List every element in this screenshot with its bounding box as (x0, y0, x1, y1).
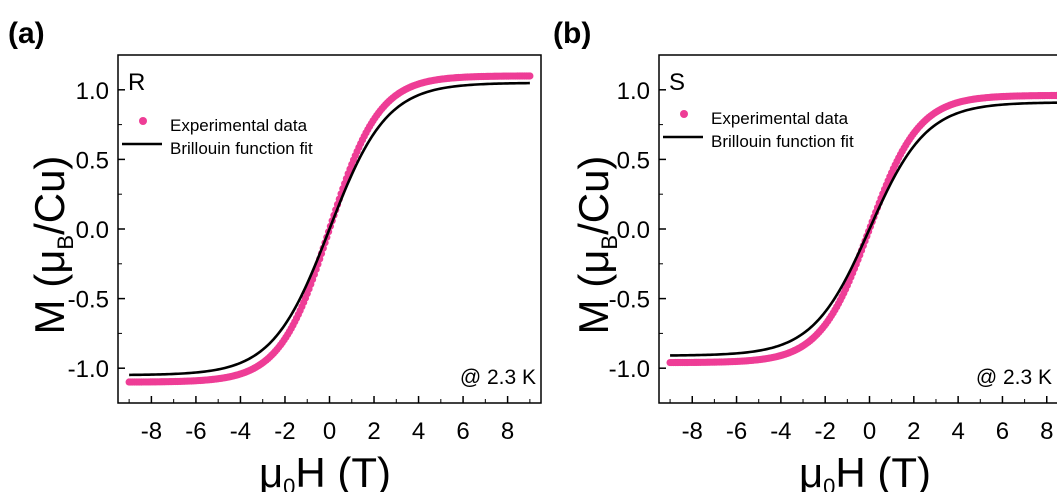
panel-a-legend-points-label: Experimental data (170, 116, 308, 135)
panel-a-x-axis-title: μ0H (T) (259, 449, 391, 492)
panel-a-y-axis-title: M (μB/Cu) (26, 156, 78, 335)
panel-a-experimental-series (125, 72, 534, 386)
panel-a-x-tick-label: -4 (230, 418, 251, 445)
panel-a-x-tick-label: -6 (185, 418, 206, 445)
panel-a-data-point (526, 72, 534, 80)
panel-b-ylabel-prefix: M (μ (570, 250, 617, 335)
panel-a-x-tick-label: 2 (367, 418, 380, 445)
panel-a-x-tick-label: 0 (323, 418, 336, 445)
panel-b: (b) M (μB/Cu) μ0H (T) S Experimental dat… (553, 17, 1057, 492)
panel-b-x-axis-title: μ0H (T) (799, 449, 931, 492)
panel-b-y-tick-label: -0.5 (609, 287, 650, 314)
panel-b-x-tick-label: 4 (951, 418, 964, 445)
panel-a-y-tick-label: -1.0 (68, 356, 109, 383)
panel-a-y-tick-label: 0.0 (76, 217, 109, 244)
panel-b-x-tick-label: 2 (907, 418, 920, 445)
panel-a-ylabel-sub: B (53, 235, 78, 250)
panel-a-x-tick-label: 6 (456, 418, 469, 445)
panel-b-sample-label: S (669, 69, 685, 96)
panel-b-x-tick-label: 0 (863, 418, 876, 445)
panel-b-ylabel-sub: B (597, 235, 622, 250)
panel-b-x-tick-label: -8 (682, 418, 703, 445)
panel-b-data-point (1054, 92, 1057, 99)
panel-b-legend-points-label: Experimental data (711, 109, 849, 128)
panel-b-x-tick-label: 8 (1040, 418, 1053, 445)
panel-b-y-tick-label: 1.0 (617, 78, 650, 105)
panel-b-y-tick-label: 0.0 (617, 217, 650, 244)
panel-a-x-tick-label: 8 (501, 418, 514, 445)
panel-b-y-tick-label: -1.0 (609, 356, 650, 383)
panel-a-y-tick-label: 1.0 (76, 78, 109, 105)
panel-a-y-tick-label: 0.5 (76, 147, 109, 174)
panel-b-y-axis-title: M (μB/Cu) (570, 156, 622, 335)
panel-a-legend-point-marker (139, 117, 147, 125)
panel-a-x-tick-label: -2 (274, 418, 295, 445)
panel-b-x-tick-label: -6 (726, 418, 747, 445)
panel-a-temperature-annotation: @ 2.3 K (460, 366, 536, 389)
panel-a-fit-line (129, 81, 530, 377)
panel-b-temperature-annotation: @ 2.3 K (976, 366, 1052, 389)
panel-b-experimental-series (666, 91, 1057, 367)
svg-text:M (μB/Cu): M (μB/Cu) (570, 156, 622, 335)
panel-b-plot-frame (658, 54, 1057, 404)
panel-b-legend-point-marker (680, 110, 688, 118)
panel-b-x-tick-label: -4 (770, 418, 791, 445)
panel-b-ylabel-suffix: /Cu) (570, 156, 617, 235)
panel-a-y-tick-label: -0.5 (68, 287, 109, 314)
panel-b-label: (b) (553, 17, 591, 50)
panel-a-legend-line-label: Brillouin function fit (170, 139, 313, 158)
svg-text:M (μB/Cu): M (μB/Cu) (26, 156, 78, 335)
panel-b-x-tick-label: -2 (815, 418, 836, 445)
panel-b-fit-line (670, 101, 1057, 357)
panel-a-sample-label: R (128, 69, 145, 96)
panel-a-ylabel-prefix: M (μ (26, 250, 73, 335)
panel-a-x-tick-label: 4 (412, 418, 425, 445)
panel-a: (a) M (μB/Cu) μ0H (T) R Experimental dat… (8, 17, 542, 492)
panel-b-legend-line-label: Brillouin function fit (711, 132, 854, 151)
panel-a-x-tick-label: -8 (141, 418, 162, 445)
panel-a-label: (a) (8, 17, 45, 50)
panel-b-y-tick-label: 0.5 (617, 147, 650, 174)
panel-b-x-tick-label: 6 (996, 418, 1009, 445)
panel-a-ylabel-suffix: /Cu) (26, 156, 73, 235)
